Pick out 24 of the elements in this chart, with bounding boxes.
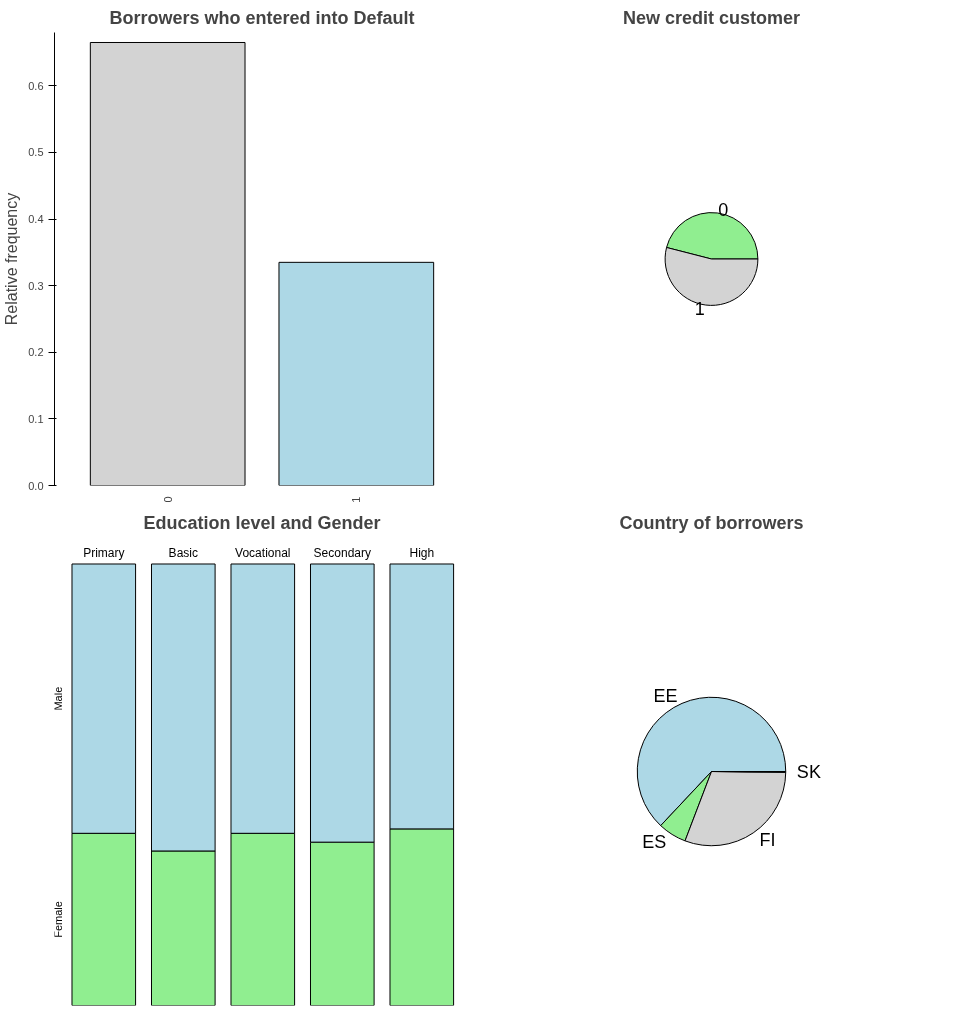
slice-label: EE [653,685,678,706]
y-tick-label: 0.6 [28,79,44,92]
y-tick-label: 0.3 [28,279,44,292]
x-tick-label: High [409,545,435,560]
slice-label: FI [759,829,776,850]
slice-label: ES [642,831,667,852]
text: Male [52,686,65,711]
y-tick-label: 0.5 [28,146,44,159]
chart-title: New credit customer [622,7,801,28]
x-tick-label: Secondary [313,545,371,560]
y-axis-title: Relative frequency [3,192,21,326]
slice-label: SK [796,762,821,783]
y-tick-label: 0.1 [28,412,44,425]
chart-title: Borrowers who entered into Default [109,7,415,28]
text: Female [52,901,65,938]
x-tick-label: Vocational [235,545,291,560]
y-tick-label: 0.4 [28,213,44,226]
y-tick-label: 0.2 [28,346,44,359]
x-tick-label: Basic [168,545,198,560]
x-tick-label: Primary [83,545,125,560]
slice-label: 1 [694,299,705,320]
chart-title: Education level and Gender [143,512,381,533]
chart-title: Country of borrowers [619,512,804,533]
y-tick-label: 0.0 [28,479,44,492]
